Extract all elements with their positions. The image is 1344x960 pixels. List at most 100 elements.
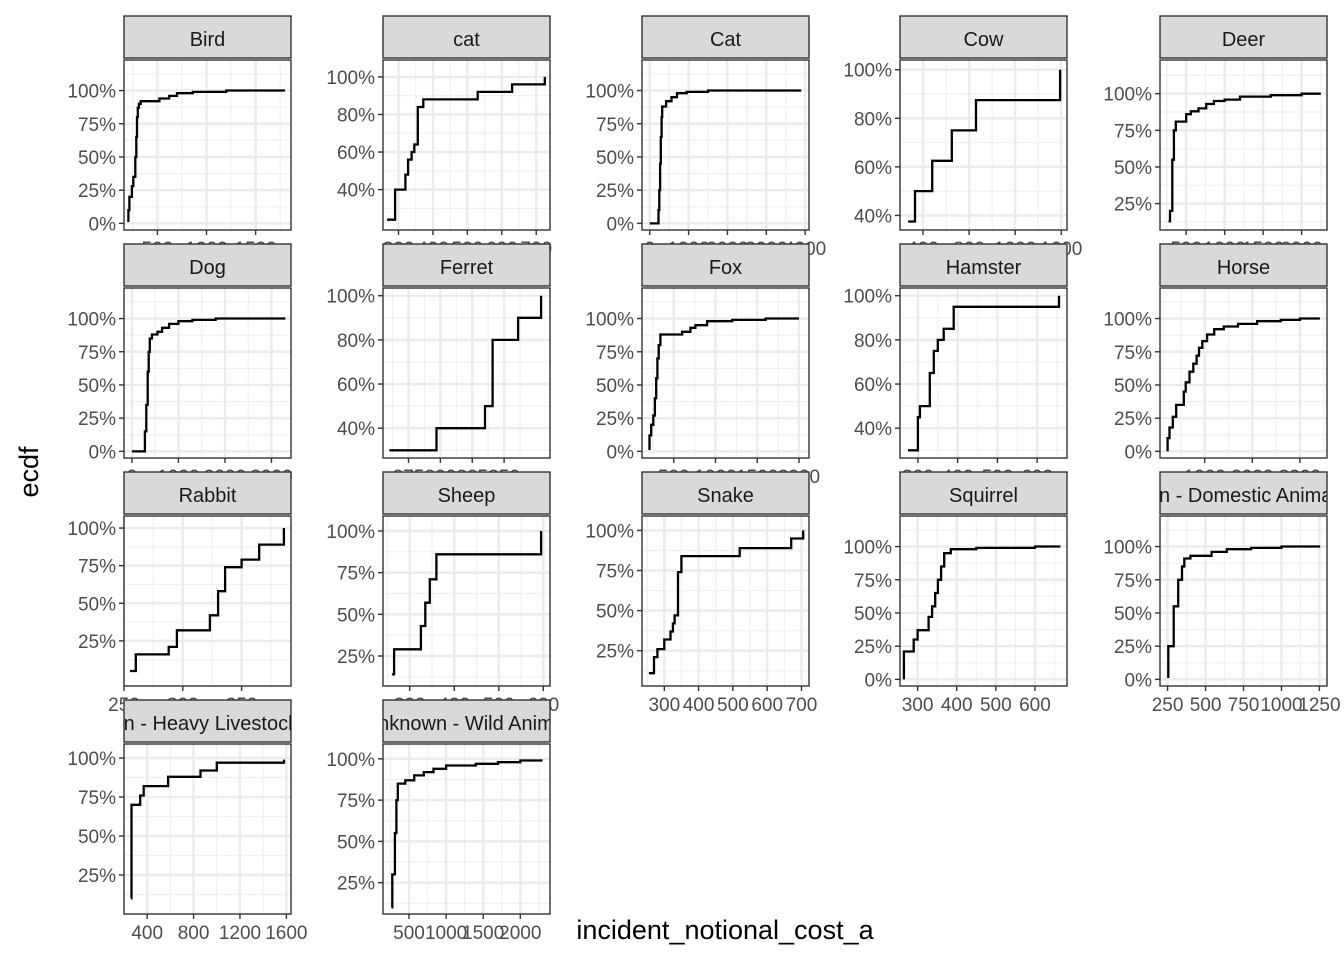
y-tick-label: 50% bbox=[337, 832, 375, 853]
y-tick-label: 60% bbox=[854, 158, 892, 179]
y-tick-label: 50% bbox=[596, 148, 634, 169]
x-tick-label: 500 bbox=[980, 695, 1012, 716]
facet-strip-label: Horse bbox=[1217, 257, 1270, 279]
ecdf-step-line bbox=[908, 295, 1061, 452]
panel-border bbox=[123, 59, 292, 231]
y-tick-label: 25% bbox=[78, 181, 116, 202]
y-tick-label: 100% bbox=[326, 522, 375, 543]
x-tick-label: 400 bbox=[683, 695, 715, 716]
facet-strip bbox=[123, 471, 292, 515]
y-tick-label: 40% bbox=[854, 206, 892, 227]
y-tick-label: 50% bbox=[596, 602, 634, 623]
x-tick-label: 600 bbox=[1019, 695, 1051, 716]
y-tick-label: 40% bbox=[337, 181, 375, 202]
y-tick-label: 25% bbox=[1114, 637, 1152, 658]
panel-border bbox=[899, 287, 1068, 459]
y-tick-label: 80% bbox=[854, 331, 892, 352]
facet-strip bbox=[123, 15, 292, 59]
y-tick-label: 100% bbox=[843, 287, 892, 308]
panel-border bbox=[123, 287, 292, 459]
panel-background bbox=[124, 288, 291, 458]
panel-border bbox=[382, 287, 551, 459]
y-tick-label: 50% bbox=[1114, 376, 1152, 397]
y-tick-label: 75% bbox=[78, 343, 116, 364]
facet-strip bbox=[1159, 15, 1328, 59]
x-tick-label: 800 bbox=[178, 923, 210, 944]
facet-strip-label: Unknown - Domestic Animal Or Pet bbox=[1087, 485, 1344, 507]
ecdf-step-line bbox=[127, 89, 286, 222]
y-tick-label: 50% bbox=[337, 605, 375, 626]
x-tick-label: 500 bbox=[1190, 695, 1222, 716]
facet-unknown-wild-animal: Unknown - Wild Animal 25% 50% 75% 100% 500 100… bbox=[326, 699, 551, 944]
facet-strip-label: Squirrel bbox=[949, 485, 1018, 507]
y-tick-label: 25% bbox=[78, 409, 116, 430]
y-tick-label: 25% bbox=[854, 637, 892, 658]
panel-background bbox=[642, 60, 809, 230]
facet-unknown-heavy-livestock-animal: Unknown - Heavy Livestock Animal 25% 50% 75… bbox=[67, 699, 308, 944]
panel-background bbox=[124, 516, 291, 686]
y-tick-label: 100% bbox=[585, 521, 634, 542]
y-tick-label: 100% bbox=[67, 749, 116, 770]
facet-strip bbox=[382, 243, 551, 287]
y-tick-label: 100% bbox=[326, 750, 375, 771]
x-tick-label: 600 bbox=[751, 695, 783, 716]
y-tick-label: 40% bbox=[337, 419, 375, 440]
facet-strip bbox=[123, 243, 292, 287]
x-tick-label: 1250 bbox=[1298, 695, 1340, 716]
y-tick-label: 75% bbox=[1114, 343, 1152, 364]
y-tick-label: 100% bbox=[1103, 310, 1152, 331]
y-tick-label: 50% bbox=[1114, 158, 1152, 179]
x-tick-label: 300 bbox=[648, 695, 680, 716]
facet-strip-label: Sheep bbox=[438, 485, 496, 507]
ecdf-step-line bbox=[902, 545, 1061, 680]
panel-background bbox=[642, 288, 809, 458]
facet-strip bbox=[641, 15, 810, 59]
y-tick-label: 100% bbox=[326, 287, 375, 308]
y-tick-label: 0% bbox=[607, 442, 635, 463]
x-tick-label: 1200 bbox=[219, 923, 261, 944]
y-tick-label: 0% bbox=[1125, 442, 1153, 463]
panel-background bbox=[383, 516, 550, 686]
panel-border bbox=[899, 515, 1068, 687]
y-tick-label: 25% bbox=[596, 409, 634, 430]
panel-border bbox=[899, 59, 1068, 231]
panel-border bbox=[641, 515, 810, 687]
y-axis-title: ecdf bbox=[14, 446, 44, 498]
ecdf-step-line bbox=[130, 759, 286, 900]
facet-strip-label: Rabbit bbox=[179, 485, 237, 507]
facet-strip-label: Cow bbox=[963, 29, 1004, 51]
facet-strip-label: Hamster bbox=[946, 257, 1022, 279]
facet-strip-label: Cat bbox=[710, 29, 742, 51]
x-axis-title: incident_notional_cost_a bbox=[576, 915, 874, 945]
y-tick-label: 75% bbox=[596, 562, 634, 583]
ecdf-step-line bbox=[1166, 317, 1320, 452]
x-tick-label: 250 bbox=[1152, 695, 1184, 716]
y-tick-label: 75% bbox=[78, 115, 116, 136]
y-tick-label: 100% bbox=[843, 61, 892, 82]
y-tick-label: 100% bbox=[67, 310, 116, 331]
facet-strip bbox=[899, 471, 1068, 515]
y-tick-label: 0% bbox=[607, 214, 635, 235]
y-tick-label: 25% bbox=[78, 866, 116, 887]
y-tick-label: 100% bbox=[843, 538, 892, 559]
panel-background bbox=[642, 516, 809, 686]
facet-strip-label: Ferret bbox=[440, 257, 494, 279]
panel-border bbox=[1159, 287, 1328, 459]
panel-background bbox=[900, 60, 1067, 230]
y-tick-label: 75% bbox=[337, 564, 375, 585]
y-tick-label: 25% bbox=[337, 874, 375, 895]
ecdf-step-line bbox=[908, 69, 1062, 223]
facet-strip bbox=[1159, 471, 1328, 515]
y-tick-label: 40% bbox=[854, 419, 892, 440]
panel-border bbox=[382, 743, 551, 915]
panel-border bbox=[1159, 59, 1328, 231]
y-tick-label: 60% bbox=[854, 375, 892, 396]
panel-border bbox=[641, 59, 810, 231]
